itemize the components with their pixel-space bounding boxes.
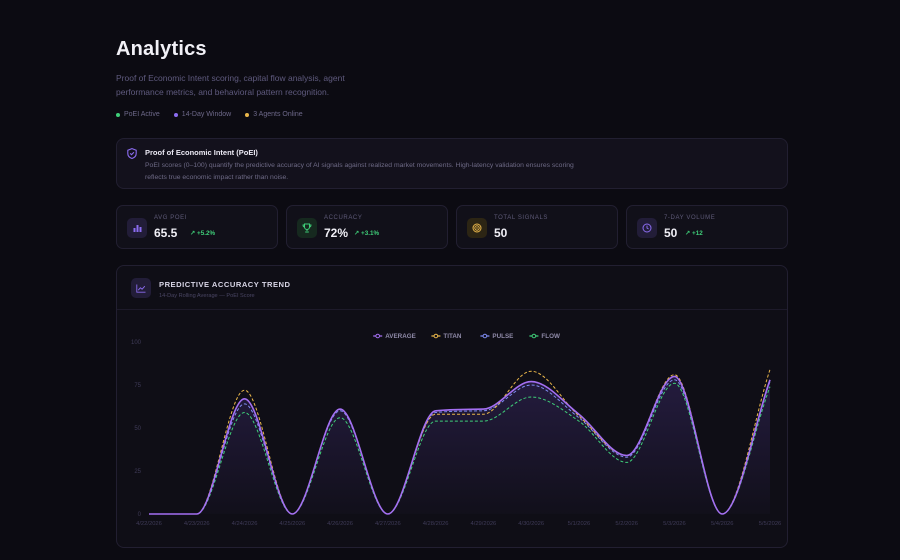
legend-marker-pulse [482, 333, 488, 339]
status-agents: 3 Agents Online [245, 111, 303, 118]
x-tick-label: 5/2/2026 [615, 521, 638, 527]
chart-subtitle: 14-Day Rolling Average — PoEI Score [159, 293, 255, 299]
series-line-pulse [149, 379, 771, 515]
series-line-flow [149, 382, 771, 515]
y-tick-label: 0 [138, 512, 142, 518]
page-subtitle: Proof of Economic Intent scoring, capita… [116, 73, 345, 97]
legend-label-flow: FLOW [541, 333, 560, 340]
stat-value: 50 [494, 226, 508, 240]
page-title: Analytics [116, 38, 207, 60]
clock-icon [637, 218, 657, 238]
info-body: PoEI scores (0–100) quantify the predict… [145, 162, 574, 181]
target-icon [467, 218, 487, 238]
status-dot-icon [116, 112, 120, 117]
stat-card-accuracy: ACCURACY 72% ↗ +3.1% [286, 205, 448, 249]
stat-value: 50 [664, 226, 678, 240]
status-row: PoEI Active 14-Day Window 3 Agents Onlin… [116, 111, 788, 118]
x-tick-label: 4/23/2026 [184, 521, 210, 527]
trend-line-icon [131, 278, 151, 298]
y-tick-label: 25 [134, 469, 141, 475]
poei-info-card: Proof of Economic Intent (PoEI) PoEI sco… [116, 138, 788, 189]
stat-label: ACCURACY [324, 215, 363, 221]
x-tick-label: 5/5/2026 [759, 521, 782, 527]
trend-chart: 0 25 50 75 100 4/22/2026 4/23/2026 4/24/2026 4/2… [131, 333, 782, 527]
stat-delta: ↗ +5.2% [190, 230, 216, 237]
x-tick-label: 4/28/2026 [423, 521, 449, 527]
trophy-icon [297, 218, 317, 238]
x-tick-label: 4/22/2026 [136, 521, 162, 527]
legend-label-titan: TITAN [443, 333, 462, 340]
x-tick-label: 5/4/2026 [711, 521, 734, 527]
status-window: 14-Day Window [173, 111, 232, 118]
status-poei-active: PoEI Active [116, 111, 160, 118]
legend-label-pulse: PULSE [492, 333, 513, 340]
status-dot-icon [245, 112, 250, 117]
legend-label-average: AVERAGE [385, 333, 416, 340]
accuracy-trend-card: PREDICTIVE ACCURACY TREND 14-Day Rolling… [116, 265, 788, 548]
stat-card-7day-volume: 7-DAY VOLUME 50 ↗ +12 [626, 205, 788, 249]
stat-delta: ↗ +3.1% [354, 230, 380, 237]
analytics-page: Analytics Proof of Economic Intent scori… [116, 38, 788, 548]
status-label: 14-Day Window [181, 111, 232, 118]
y-tick-label: 100 [131, 340, 142, 346]
stat-card-avg-poei: AVG POEI 65.5 ↗ +5.2% [116, 205, 278, 249]
stat-value: 72% [324, 226, 349, 240]
stat-label: AVG POEI [154, 215, 188, 221]
status-label: PoEI Active [124, 111, 160, 118]
series-area-average [149, 376, 770, 514]
series-line-average [149, 375, 771, 515]
y-tick-label: 75 [134, 383, 141, 389]
legend-marker-average [375, 333, 381, 339]
legend-marker-flow [531, 333, 537, 339]
status-dot-icon [173, 112, 178, 117]
x-tick-label: 5/3/2026 [663, 521, 686, 527]
bar-chart-icon [127, 218, 147, 238]
chart-header: PREDICTIVE ACCURACY TREND 14-Day Rolling… [117, 266, 787, 310]
x-tick-label: 4/27/2026 [375, 521, 401, 527]
x-tick-label: 4/25/2026 [279, 521, 305, 527]
shield-icon [127, 148, 137, 159]
x-tick-label: 5/1/2026 [568, 521, 591, 527]
y-tick-label: 50 [134, 426, 141, 432]
stat-delta: ↗ +12 [685, 230, 703, 237]
stats-row: AVG POEI 65.5 ↗ +5.2% ACCURACY 72% ↗ +3.… [116, 205, 788, 249]
stat-card-total-signals: TOTAL SIGNALS 50 [456, 205, 618, 249]
chart-title: PREDICTIVE ACCURACY TREND [159, 280, 291, 289]
x-tick-label: 4/29/2026 [470, 521, 496, 527]
legend-marker-titan [433, 333, 439, 339]
stat-label: 7-DAY VOLUME [664, 215, 716, 221]
x-tick-label: 4/26/2026 [327, 521, 353, 527]
info-title: Proof of Economic Intent (PoEI) [145, 148, 258, 157]
status-label: 3 Agents Online [253, 111, 303, 118]
x-tick-label: 4/30/2026 [518, 521, 544, 527]
stat-label: TOTAL SIGNALS [494, 215, 549, 221]
x-tick-label: 4/24/2026 [232, 521, 258, 527]
stat-value: 65.5 [154, 226, 178, 240]
